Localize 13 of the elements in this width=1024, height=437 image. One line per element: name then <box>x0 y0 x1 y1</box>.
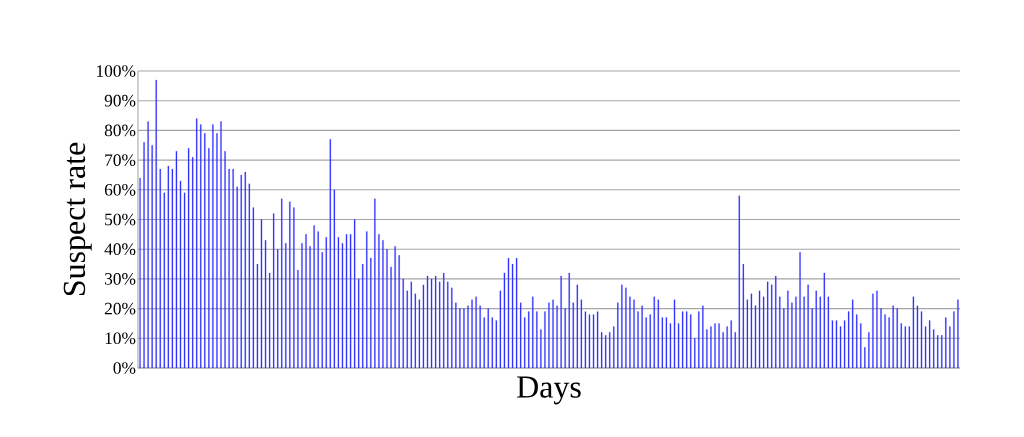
y-tick-label: 0% <box>113 362 136 374</box>
y-tick-label: 10% <box>105 332 136 345</box>
x-axis-title: Days <box>517 376 581 405</box>
y-tick-label: 90% <box>104 94 136 107</box>
y-tick-label: 20% <box>104 302 136 315</box>
y-tick-label: 80% <box>104 124 136 137</box>
y-tick-label: 100% <box>97 65 136 77</box>
y-tick-label: 70% <box>105 154 136 166</box>
y-tick-label: 50% <box>105 213 136 226</box>
y-tick-label: 60% <box>104 183 136 196</box>
y-axis-title: Suspect rate <box>63 142 92 296</box>
y-tick-label: 40% <box>104 243 136 256</box>
y-tick-label: 30% <box>105 273 136 285</box>
